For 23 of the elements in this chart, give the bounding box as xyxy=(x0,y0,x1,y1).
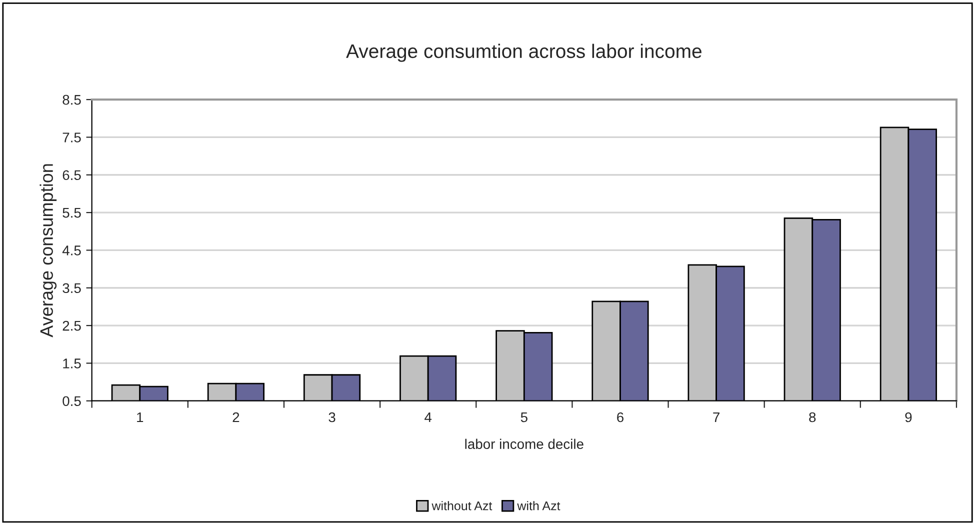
x-axis-title: labor income decile xyxy=(465,438,584,450)
x-tick-label: 4 xyxy=(424,412,432,422)
y-tick-label: 0.5 xyxy=(62,396,81,406)
chart-title: Average consumtion across labor income xyxy=(346,44,702,62)
y-tick-label: 7.5 xyxy=(62,132,81,142)
x-tick-label: 1 xyxy=(137,412,144,422)
legend-label: without Azt xyxy=(432,501,492,510)
y-tick-label: 1.5 xyxy=(63,358,81,368)
y-tick-label: 4.5 xyxy=(62,246,81,256)
y-axis-title: Average consumption xyxy=(40,164,57,338)
x-tick-label: 9 xyxy=(905,412,912,422)
y-tick-label: 2.5 xyxy=(62,320,81,331)
x-tick-label: 8 xyxy=(809,412,816,422)
x-tick-label: 3 xyxy=(328,412,336,422)
y-tick-label: 6.5 xyxy=(62,170,81,180)
legend-label: with Azt xyxy=(517,501,560,510)
x-tick-label: 5 xyxy=(520,412,528,422)
y-tick-label: 5.5 xyxy=(62,208,81,218)
x-tick-label: 6 xyxy=(617,412,624,422)
y-tick-label: 8.5 xyxy=(62,94,81,105)
y-tick-label: 3.5 xyxy=(62,283,81,294)
x-tick-label: 7 xyxy=(713,412,720,422)
x-tick-label: 2 xyxy=(232,412,240,422)
